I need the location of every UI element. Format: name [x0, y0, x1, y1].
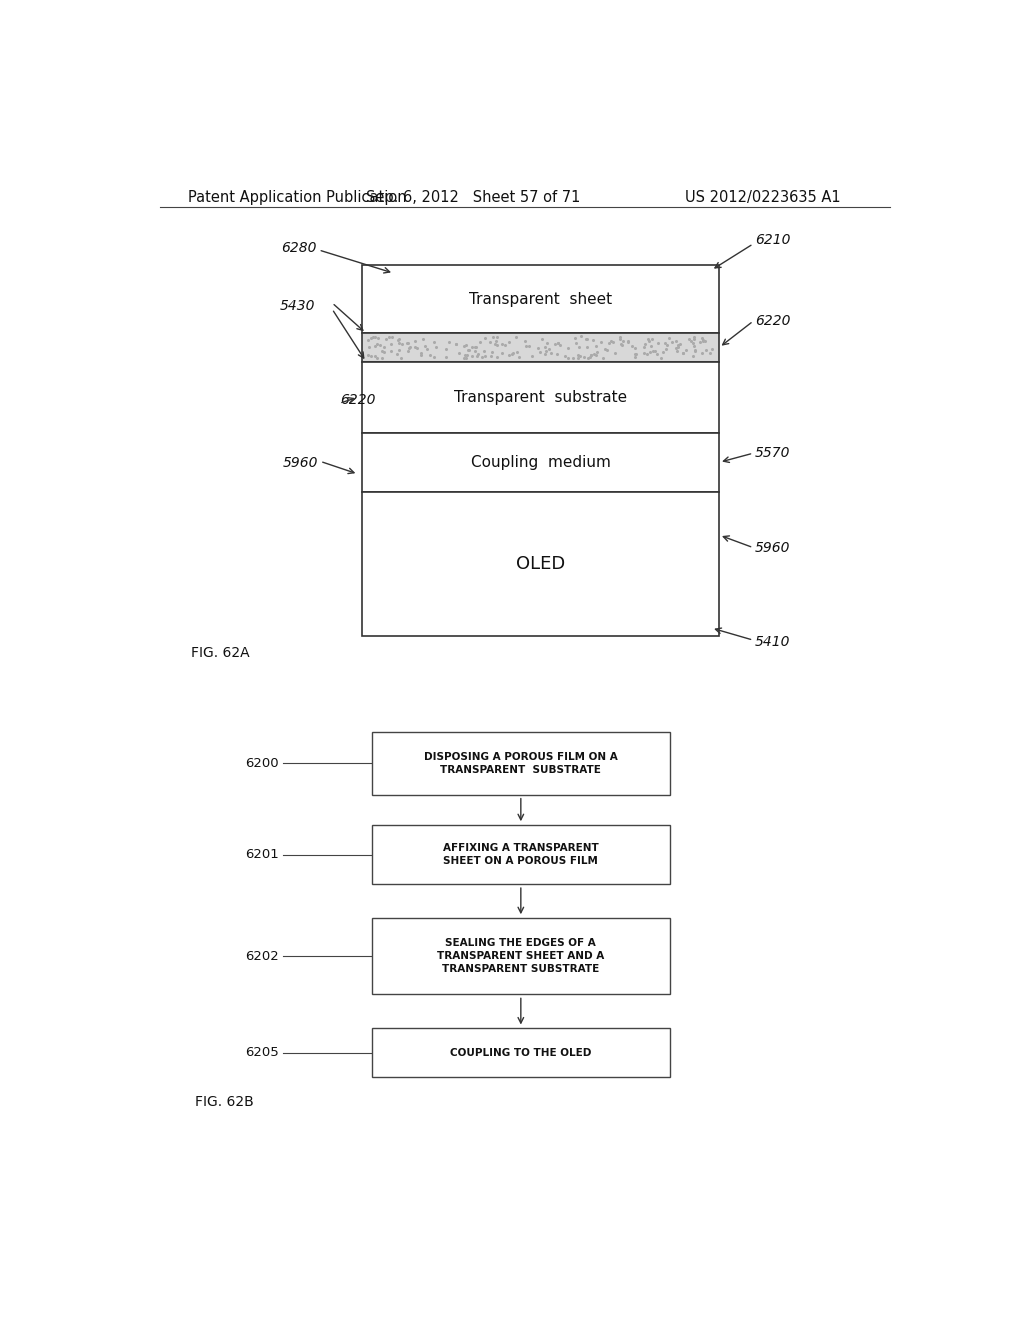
Text: SEALING THE EDGES OF A
TRANSPARENT SHEET AND A
TRANSPARENT SUBSTRATE: SEALING THE EDGES OF A TRANSPARENT SHEET…: [437, 939, 604, 974]
Bar: [362, 333, 719, 362]
Text: 6280: 6280: [282, 240, 316, 255]
Text: AFFIXING A TRANSPARENT
SHEET ON A POROUS FILM: AFFIXING A TRANSPARENT SHEET ON A POROUS…: [443, 843, 599, 866]
Bar: [372, 1028, 670, 1077]
Text: OLED: OLED: [516, 554, 565, 573]
Bar: [362, 433, 719, 492]
Text: 5570: 5570: [755, 446, 791, 461]
Text: Transparent  sheet: Transparent sheet: [469, 292, 612, 306]
Bar: [372, 919, 670, 994]
Text: Patent Application Publication: Patent Application Publication: [187, 190, 407, 205]
Text: 5430: 5430: [280, 298, 315, 313]
Text: US 2012/0223635 A1: US 2012/0223635 A1: [685, 190, 841, 205]
Text: 6200: 6200: [245, 756, 279, 770]
Text: FIG. 62B: FIG. 62B: [196, 1094, 254, 1109]
Text: 5410: 5410: [755, 635, 791, 649]
Text: 6220: 6220: [340, 393, 376, 408]
Text: 6202: 6202: [245, 950, 279, 962]
Bar: [372, 825, 670, 884]
Text: DISPOSING A POROUS FILM ON A
TRANSPARENT  SUBSTRATE: DISPOSING A POROUS FILM ON A TRANSPARENT…: [424, 751, 617, 775]
Bar: [362, 492, 719, 636]
Text: 6220: 6220: [755, 314, 791, 329]
Text: 6210: 6210: [755, 232, 791, 247]
Text: COUPLING TO THE OLED: COUPLING TO THE OLED: [451, 1048, 592, 1057]
Text: 6205: 6205: [245, 1047, 279, 1060]
Bar: [362, 362, 719, 433]
Bar: [372, 731, 670, 795]
Text: FIG. 62A: FIG. 62A: [191, 647, 250, 660]
Text: 5960: 5960: [755, 541, 791, 554]
Text: Sep. 6, 2012   Sheet 57 of 71: Sep. 6, 2012 Sheet 57 of 71: [366, 190, 581, 205]
Text: Coupling  medium: Coupling medium: [471, 455, 610, 470]
Text: 6201: 6201: [245, 849, 279, 861]
Bar: [362, 265, 719, 333]
Text: 5960: 5960: [283, 457, 318, 470]
Text: Transparent  substrate: Transparent substrate: [454, 389, 628, 405]
